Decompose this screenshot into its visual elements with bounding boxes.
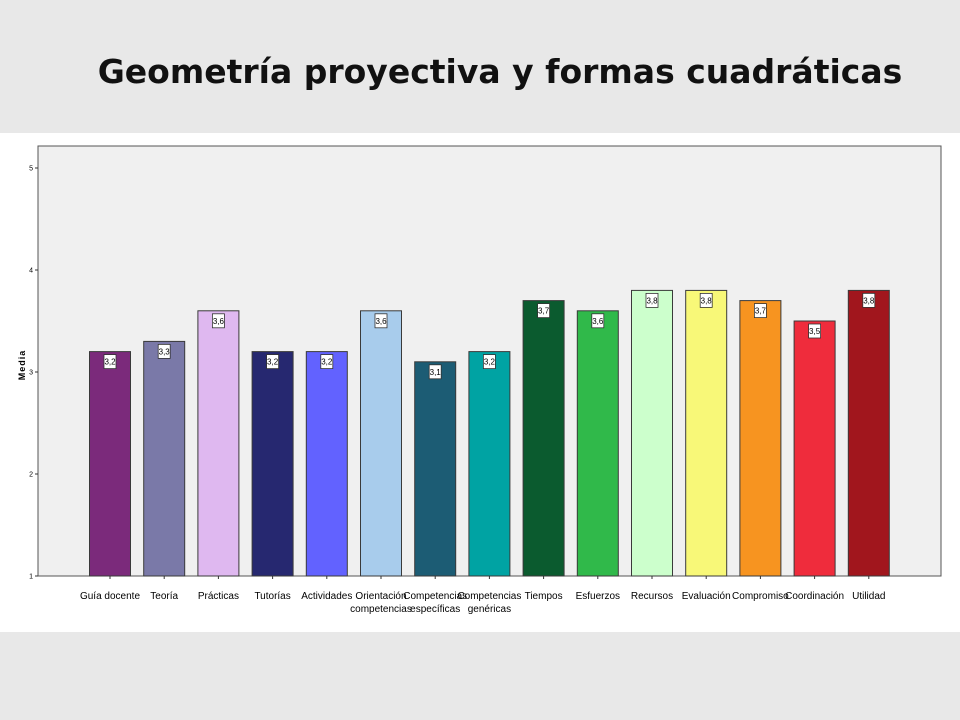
bar xyxy=(685,289,728,577)
x-axis: Guía docente Teoría Prácticas Tutorías Activ… xyxy=(80,576,885,615)
y-tick-label: 4 xyxy=(29,268,33,275)
value-label: 3,5 xyxy=(809,327,821,336)
x-tick-label: genéricas xyxy=(468,604,511,615)
value-label-box xyxy=(157,343,171,359)
x-tick-label: Competencias xyxy=(457,591,521,602)
bar xyxy=(468,351,511,577)
value-label: 3,8 xyxy=(863,296,875,305)
bar xyxy=(793,320,836,577)
value-label-box xyxy=(591,313,605,329)
bar xyxy=(143,340,186,577)
x-tick-label: Actividades xyxy=(301,591,352,602)
y-axis-title: Media xyxy=(17,350,27,381)
x-tick-label: Teoría xyxy=(150,591,178,602)
value-label: 3,1 xyxy=(430,368,442,377)
x-tick-label: Recursos xyxy=(631,591,673,602)
bar xyxy=(251,351,294,577)
value-label: 3,3 xyxy=(159,347,171,356)
bar xyxy=(739,300,782,577)
bar xyxy=(197,310,240,577)
value-label: 3,8 xyxy=(646,296,658,305)
x-tick-label: Compromiso xyxy=(732,591,789,602)
value-label: 3,8 xyxy=(701,296,713,305)
bar xyxy=(89,351,131,577)
y-tick-label: 2 xyxy=(29,472,33,479)
x-tick-label: Prácticas xyxy=(198,591,239,602)
value-label-box xyxy=(699,292,713,308)
value-label-box xyxy=(862,292,876,308)
x-tick-label: Tiempos xyxy=(525,591,563,602)
bar xyxy=(522,300,565,577)
value-label: 3,7 xyxy=(538,307,550,316)
x-tick-label: Evaluación xyxy=(682,591,731,602)
y-axis: 1 2 3 4 5 xyxy=(29,166,38,581)
slide-title: Geometría proyectiva y formas cuadrática… xyxy=(97,52,903,91)
value-label: 3,2 xyxy=(267,358,279,367)
x-tick-label: Coordinación xyxy=(785,591,844,602)
x-tick-label: específicas xyxy=(410,604,460,615)
y-tick-label: 3 xyxy=(29,370,33,377)
x-tick-label: Competencias xyxy=(403,591,467,602)
bar xyxy=(576,310,619,577)
value-label-box xyxy=(754,303,767,319)
bar xyxy=(360,310,402,577)
value-label: 3,6 xyxy=(592,317,604,326)
value-label-box xyxy=(645,292,659,308)
bar xyxy=(847,289,890,577)
value-label: 3,2 xyxy=(321,358,333,367)
value-label: 3,6 xyxy=(375,317,387,326)
bar xyxy=(631,289,673,577)
y-tick-label: 5 xyxy=(29,166,33,173)
bar xyxy=(305,351,348,577)
value-label-box xyxy=(320,354,334,370)
value-label: 3,2 xyxy=(104,358,116,367)
value-label-box xyxy=(482,354,496,370)
value-label-box xyxy=(103,354,117,370)
value-label: 3,6 xyxy=(213,317,225,326)
value-label-box xyxy=(374,313,388,329)
x-tick-label: Tutorías xyxy=(254,591,290,602)
y-tick-label: 1 xyxy=(29,574,33,581)
value-label-box xyxy=(211,313,225,329)
x-tick-label: competencias xyxy=(350,604,412,615)
value-label: 3,2 xyxy=(484,358,496,367)
value-label: 3,7 xyxy=(755,307,767,316)
bar xyxy=(414,361,457,577)
value-label-box xyxy=(537,303,550,319)
value-label-box xyxy=(428,364,442,380)
x-tick-label: Esfuerzos xyxy=(576,591,620,602)
value-label-box xyxy=(808,323,821,339)
x-tick-label: Utilidad xyxy=(852,591,885,602)
value-label-box xyxy=(266,354,280,370)
x-tick-label: Orientación xyxy=(355,591,406,602)
x-tick-label: Guía docente xyxy=(80,591,140,602)
bars: 3,2 3,3 3,6 3,2 3,2 3,6 3,1 3,2 3,7 3,6 3,8 3,8 3,7 3… xyxy=(89,289,890,577)
